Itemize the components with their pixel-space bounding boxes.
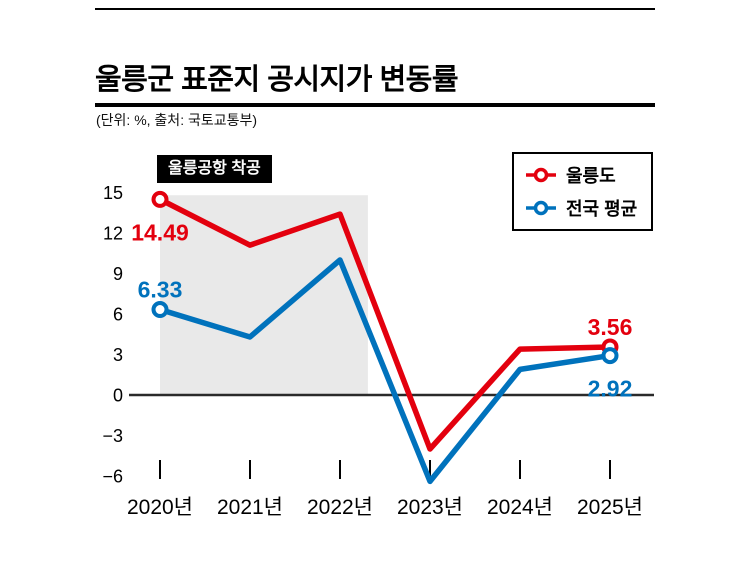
legend-item-label: 전국 평균	[566, 199, 638, 219]
legend-marker-icon	[526, 167, 556, 183]
title-underline-rule	[95, 103, 655, 107]
y-axis-label: 15	[103, 183, 123, 203]
y-axis-label: 12	[103, 224, 123, 244]
x-axis-label: 2020년	[127, 496, 193, 519]
series-line	[159, 257, 611, 485]
data-point-label: 3.56	[588, 314, 633, 340]
legend-item-label: 울릉도	[566, 166, 616, 186]
legend-item: 전국 평균	[524, 195, 637, 221]
y-axis-label: 6	[113, 305, 123, 325]
legend-item: 울릉도	[524, 162, 637, 188]
series-line	[158, 196, 611, 452]
legend-marker-icon	[526, 200, 556, 216]
y-axis-label: −6	[102, 467, 123, 487]
data-point-label: 6.33	[138, 277, 183, 303]
data-point-marker	[151, 190, 169, 208]
top-rule	[95, 8, 655, 10]
x-axis-label: 2023년	[397, 496, 463, 519]
x-axis-label: 2021년	[217, 496, 283, 519]
y-axis-label: 0	[113, 386, 123, 406]
data-point-label: 14.49	[131, 219, 189, 245]
highlight-region	[160, 195, 368, 395]
data-point-marker	[151, 301, 169, 319]
data-point-label: 2.92	[588, 376, 633, 402]
y-axis-label: 9	[113, 264, 123, 284]
annotation-callout: 울릉공항 착공	[157, 155, 272, 183]
x-axis-label: 2022년	[307, 496, 373, 519]
page-title: 울릉군 표준지 공시지가 변동률	[95, 64, 459, 96]
data-point-marker	[601, 347, 619, 365]
x-axis-label: 2024년	[487, 496, 553, 519]
y-axis-label: −3	[102, 426, 123, 446]
chart-subtitle: (단위: %, 출처: 국토교통부)	[96, 112, 258, 128]
x-axis-label: 2025년	[577, 496, 643, 519]
y-axis-label: 3	[113, 345, 123, 365]
